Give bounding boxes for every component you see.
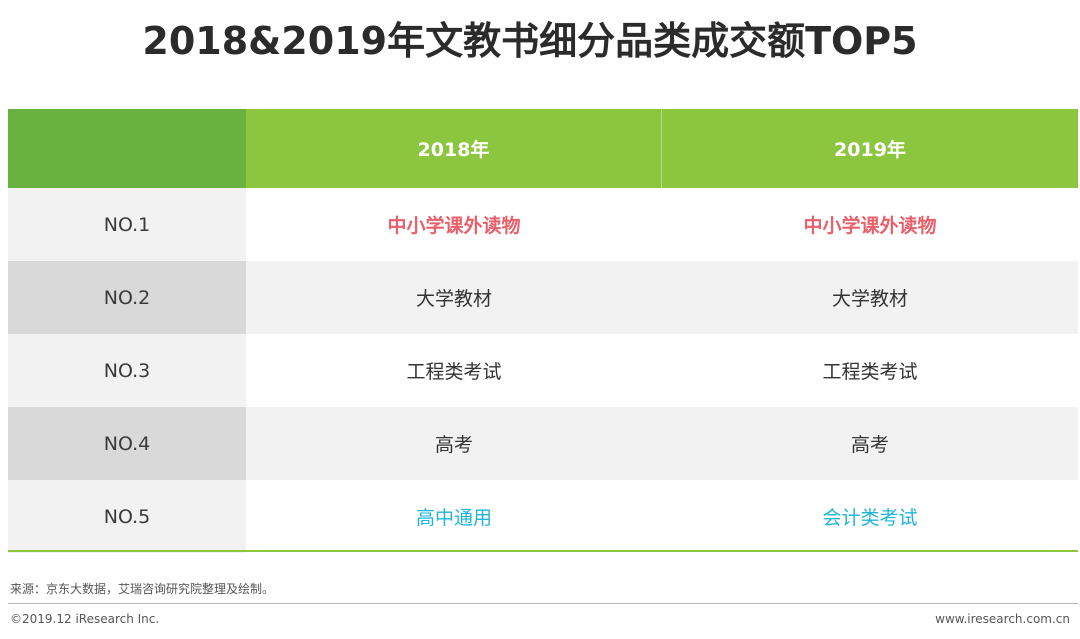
- page-title: 2018&2019年文教书细分品类成交额TOP5: [142, 19, 918, 63]
- table-bottom-divider: [8, 550, 1078, 552]
- category-2018: 中小学课外读物: [246, 188, 662, 261]
- table-header-row: 2018年 2019年: [8, 109, 1078, 188]
- category-2019: 工程类考试: [662, 334, 1078, 407]
- rank-label: NO.2: [8, 261, 246, 334]
- ranking-table: 2018年 2019年 NO.1 中小学课外读物 中小学课外读物 NO.2 大学…: [8, 109, 1078, 553]
- category-2018: 工程类考试: [246, 334, 662, 407]
- category-2019: 高考: [662, 407, 1078, 480]
- category-2019: 中小学课外读物: [662, 188, 1078, 261]
- rank-label: NO.5: [8, 480, 246, 553]
- table-row: NO.4 高考 高考: [8, 407, 1078, 480]
- category-2019: 会计类考试: [662, 480, 1078, 553]
- table-row: NO.3 工程类考试 工程类考试: [8, 334, 1078, 407]
- table-row: NO.5 高中通用 会计类考试: [8, 480, 1078, 553]
- category-2018: 高中通用: [246, 480, 662, 553]
- copyright-text: ©2019.12 iResearch Inc.: [10, 612, 160, 626]
- category-2018: 大学教材: [246, 261, 662, 334]
- rank-label: NO.4: [8, 407, 246, 480]
- header-corner-cell: [8, 109, 246, 188]
- category-2018: 高考: [246, 407, 662, 480]
- header-2018: 2018年: [246, 109, 662, 188]
- header-2019: 2019年: [662, 109, 1078, 188]
- rank-label: NO.3: [8, 334, 246, 407]
- source-note: 来源：京东大数据，艾瑞咨询研究院整理及绘制。: [10, 582, 275, 596]
- category-2019: 大学教材: [662, 261, 1078, 334]
- table-row: NO.2 大学教材 大学教材: [8, 261, 1078, 334]
- website-link[interactable]: www.iresearch.com.cn: [935, 612, 1070, 626]
- table-row: NO.1 中小学课外读物 中小学课外读物: [8, 188, 1078, 261]
- footer-divider: [8, 603, 1078, 604]
- rank-label: NO.1: [8, 188, 246, 261]
